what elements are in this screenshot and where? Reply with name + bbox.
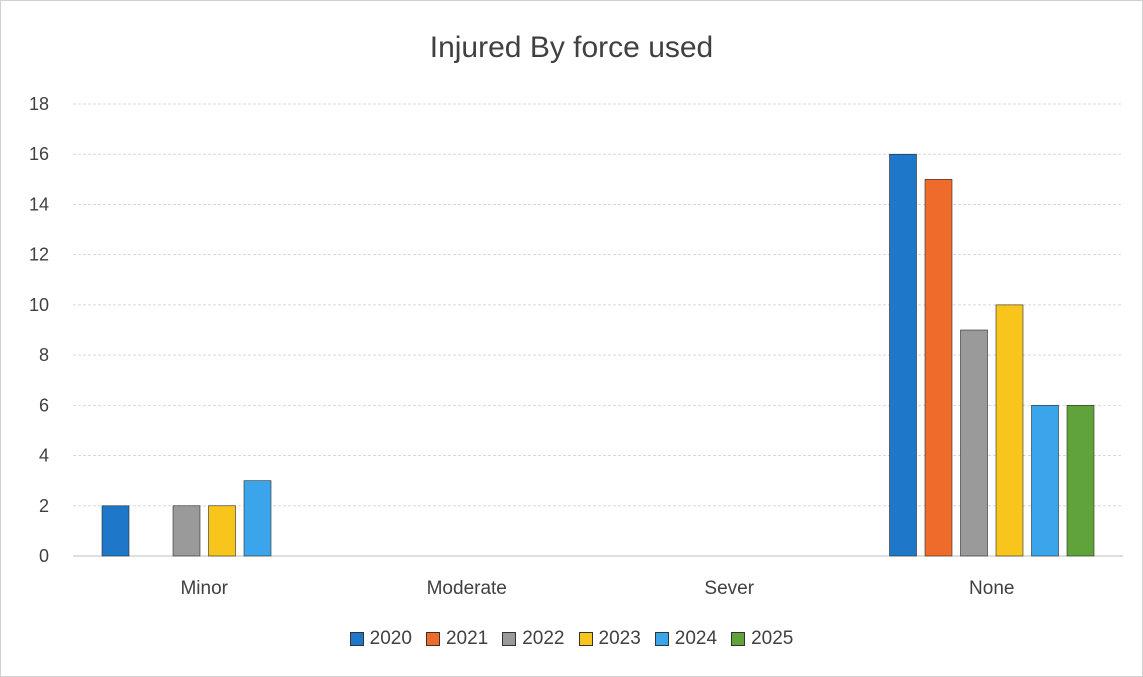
legend-swatch — [502, 632, 517, 646]
legend-swatch — [349, 632, 364, 646]
legend-swatch — [425, 632, 440, 646]
y-tick-label: 0 — [39, 546, 49, 566]
y-tick-label: 12 — [29, 245, 49, 265]
chart-legend: 2020 2021 2022 2023 2024 2025 — [1, 628, 1142, 650]
y-tick-label: 6 — [39, 395, 49, 415]
legend-label: 2025 — [751, 628, 794, 649]
legend-item: 2024 — [654, 628, 718, 650]
y-tick-label: 2 — [39, 496, 49, 516]
y-tick-label: 16 — [29, 144, 49, 164]
chart-title: Injured By force used — [429, 31, 714, 64]
legend-label: 2024 — [674, 628, 718, 649]
bar-none-2023 — [995, 304, 1024, 557]
x-category-label: Moderate — [427, 578, 507, 599]
legend-item: 2025 — [731, 628, 793, 650]
y-tick-label: 10 — [29, 295, 49, 315]
legend-label: 2022 — [522, 628, 565, 649]
y-tick-label: 18 — [29, 94, 49, 114]
bar-minor-2020 — [101, 505, 130, 557]
bar-none-2024 — [1031, 405, 1059, 557]
bar-none-2022 — [960, 329, 988, 557]
legend-item: 2020 — [349, 628, 412, 650]
x-category-label: Minor — [180, 578, 228, 599]
y-tick-label: 8 — [39, 345, 49, 365]
x-category-label: None — [969, 578, 1014, 599]
x-category-label: Sever — [704, 578, 754, 599]
y-tick-label: 14 — [29, 194, 49, 214]
legend-swatch — [731, 632, 746, 646]
legend-item: 2023 — [578, 628, 641, 650]
bar-minor-2024 — [243, 480, 272, 557]
bar-none-2025 — [1066, 405, 1095, 557]
legend-label: 2020 — [369, 628, 412, 649]
bar-minor-2023 — [208, 505, 236, 557]
bar-none-2021 — [924, 179, 953, 557]
legend-swatch — [654, 632, 669, 646]
legend-swatch — [578, 632, 593, 646]
legend-item: 2022 — [502, 628, 565, 650]
bar-minor-2022 — [172, 505, 201, 557]
legend-label: 2023 — [598, 628, 641, 649]
legend-item: 2021 — [425, 628, 489, 650]
legend-label: 2021 — [445, 628, 489, 649]
bar-none-2020 — [889, 153, 917, 557]
y-tick-label: 4 — [39, 446, 49, 466]
